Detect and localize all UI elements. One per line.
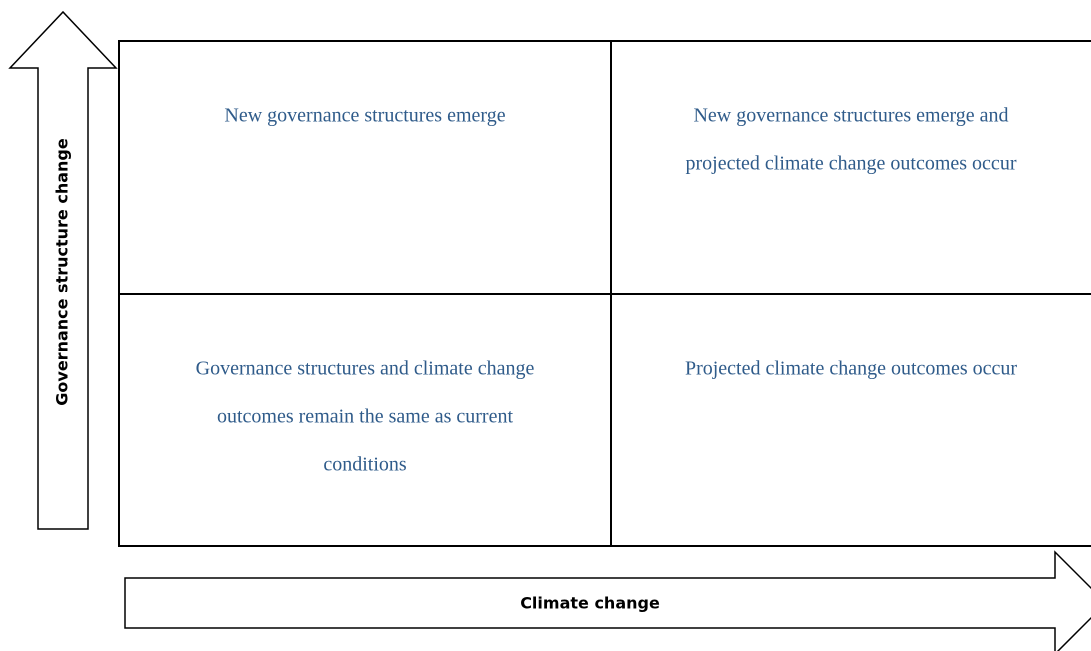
quadrant-text: Governance structures and climate change [196, 358, 535, 380]
quadrant-text: New governance structures emerge [224, 105, 505, 127]
quadrant-text: New governance structures emerge and [693, 105, 1008, 127]
quadrant-text: Projected climate change outcomes occur [685, 358, 1017, 380]
y-axis-arrow [8, 10, 118, 530]
x-axis-label: Climate change [520, 594, 660, 613]
quadrant-text: conditions [323, 454, 407, 476]
y-axis-label: Governance structure change [53, 138, 72, 406]
x-axis-arrow [124, 550, 1091, 651]
quadrant-text: projected climate change outcomes occur [686, 153, 1017, 175]
quadrant-text: outcomes remain the same as current [217, 406, 513, 428]
